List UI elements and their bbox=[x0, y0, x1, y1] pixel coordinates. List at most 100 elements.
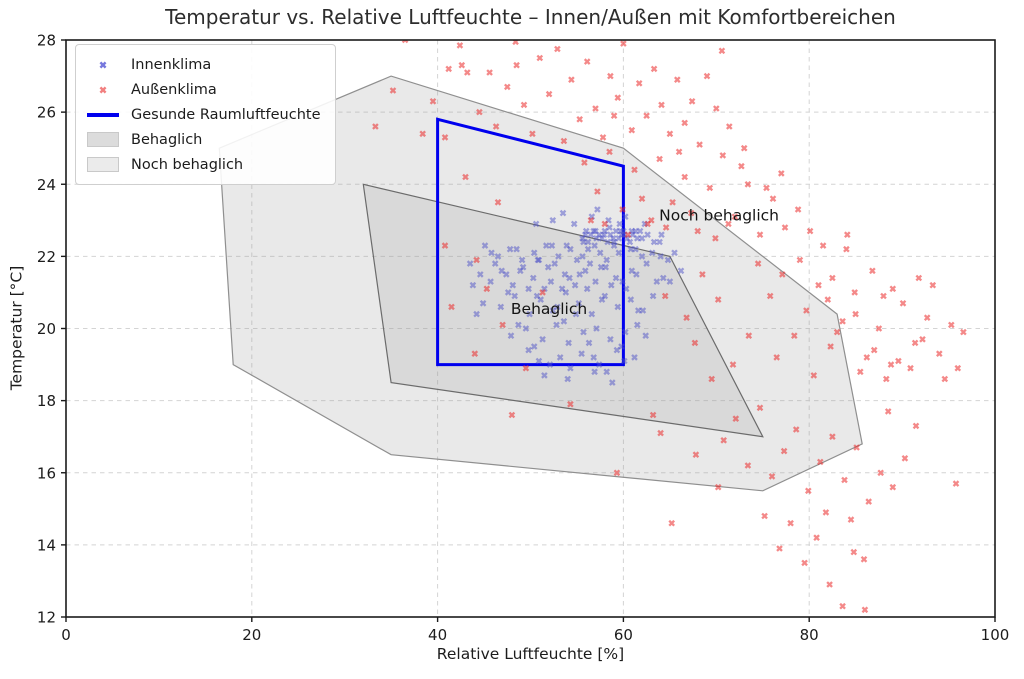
scatter-point bbox=[883, 375, 890, 383]
scatter-point bbox=[763, 184, 770, 192]
scatter-point bbox=[579, 253, 586, 260]
scatter-point bbox=[642, 332, 649, 339]
scatter-point bbox=[517, 267, 524, 275]
scatter-point bbox=[650, 238, 658, 246]
scatter-point bbox=[839, 602, 846, 610]
scatter-point bbox=[530, 343, 538, 350]
scatter-point bbox=[624, 231, 632, 238]
scatter-point bbox=[595, 361, 603, 368]
scatter-point bbox=[513, 245, 520, 253]
scatter-point bbox=[616, 220, 623, 228]
scatter-point bbox=[532, 220, 540, 228]
scatter-point bbox=[852, 310, 859, 318]
scatter-point bbox=[545, 90, 553, 98]
scatter-point bbox=[661, 292, 669, 300]
y-tick-label: 20 bbox=[37, 320, 56, 338]
scatter-point bbox=[429, 98, 437, 105]
scatter-point bbox=[694, 227, 701, 235]
scatter-point bbox=[738, 162, 745, 170]
scatter-point bbox=[615, 249, 623, 257]
scatter-point bbox=[608, 281, 615, 289]
scatter-point bbox=[634, 321, 641, 329]
scatter-point bbox=[555, 253, 562, 260]
scatter-point bbox=[929, 281, 937, 289]
scatter-point bbox=[648, 217, 655, 224]
scatter-point bbox=[643, 112, 650, 119]
scatter-point bbox=[462, 173, 469, 181]
scatter-point bbox=[653, 278, 661, 285]
scatter-point bbox=[677, 267, 685, 275]
scatter-point bbox=[880, 292, 887, 300]
scatter-point bbox=[544, 263, 552, 271]
scatter-point bbox=[567, 400, 574, 408]
scatter-point bbox=[861, 606, 869, 614]
scatter-point bbox=[627, 296, 635, 303]
x-tick-label: 20 bbox=[242, 626, 261, 644]
scatter-point bbox=[551, 260, 558, 267]
scatter-point bbox=[635, 80, 643, 87]
legend-item-noch-behaglich: Noch behaglich bbox=[84, 152, 321, 177]
scatter-point bbox=[847, 516, 855, 523]
scatter-point bbox=[729, 361, 737, 368]
scatter-point bbox=[875, 325, 883, 332]
scatter-point bbox=[622, 213, 629, 220]
scatter-point bbox=[632, 245, 639, 253]
scatter-point bbox=[628, 126, 636, 134]
scatter-point bbox=[714, 483, 722, 491]
y-tick-label: 12 bbox=[37, 609, 56, 627]
scatter-point bbox=[877, 469, 884, 477]
scatter-point bbox=[899, 300, 907, 307]
scatter-point bbox=[539, 336, 546, 343]
scatter-point bbox=[744, 181, 752, 188]
scatter-point bbox=[766, 292, 774, 300]
legend-label: Gesunde Raumluftfeuchte bbox=[131, 106, 321, 123]
scatter-point bbox=[600, 231, 608, 238]
scatter-point bbox=[522, 364, 530, 372]
scatter-point bbox=[599, 134, 607, 141]
scatter-point bbox=[923, 314, 931, 321]
scatter-point bbox=[603, 368, 610, 376]
scatter-point bbox=[801, 559, 808, 567]
scatter-point bbox=[756, 404, 764, 412]
scatter-point bbox=[870, 346, 878, 354]
scatter-point bbox=[469, 281, 477, 289]
y-tick-label: 28 bbox=[37, 32, 56, 50]
legend-label: Außenklima bbox=[131, 81, 217, 98]
scatter-point bbox=[731, 213, 739, 220]
scatter-point bbox=[779, 271, 786, 278]
scatter-point bbox=[509, 281, 517, 289]
scatter-point bbox=[889, 285, 897, 293]
scatter-point bbox=[609, 379, 616, 386]
scatter-point bbox=[479, 300, 487, 307]
scatter-point bbox=[843, 245, 850, 253]
scatter-point bbox=[936, 350, 943, 357]
scatter-point bbox=[869, 267, 876, 275]
scatter-point bbox=[657, 253, 664, 260]
scatter-point bbox=[850, 548, 858, 556]
y-tick-label: 26 bbox=[37, 104, 56, 122]
scatter-point bbox=[572, 310, 580, 318]
scatter-point bbox=[669, 199, 676, 206]
scatter-point bbox=[829, 433, 836, 440]
x-marker-icon bbox=[84, 83, 122, 97]
scatter-point bbox=[660, 274, 667, 282]
scatter-point bbox=[638, 235, 646, 242]
scatter-point bbox=[687, 209, 695, 217]
scatter-point bbox=[556, 354, 564, 361]
scatter-point bbox=[614, 303, 622, 311]
scatter-point bbox=[526, 310, 533, 318]
scatter-point bbox=[954, 364, 962, 372]
scatter-point bbox=[617, 227, 624, 235]
scatter-point bbox=[841, 476, 848, 484]
legend-item-behaglich: Behaglich bbox=[84, 127, 321, 152]
scatter-point bbox=[536, 54, 544, 62]
scatter-point bbox=[778, 170, 785, 177]
scatter-point bbox=[606, 148, 613, 156]
scatter-point bbox=[708, 375, 715, 383]
scatter-point bbox=[720, 437, 727, 444]
scatter-point bbox=[626, 238, 634, 246]
scatter-point bbox=[887, 361, 895, 368]
scatter-point bbox=[553, 321, 560, 329]
scatter-point bbox=[901, 455, 909, 462]
scatter-point bbox=[473, 310, 480, 318]
